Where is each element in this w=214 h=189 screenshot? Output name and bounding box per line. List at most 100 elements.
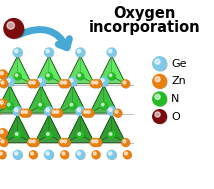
Circle shape (92, 81, 95, 84)
Polygon shape (90, 85, 118, 113)
Circle shape (123, 139, 130, 147)
Circle shape (0, 129, 7, 138)
Circle shape (108, 73, 115, 80)
Circle shape (92, 140, 95, 143)
Circle shape (109, 74, 115, 80)
Circle shape (63, 139, 71, 147)
Polygon shape (90, 85, 104, 113)
Polygon shape (4, 56, 32, 84)
Circle shape (101, 79, 104, 82)
Polygon shape (18, 115, 32, 143)
Circle shape (0, 101, 3, 104)
Circle shape (24, 110, 31, 117)
Circle shape (21, 110, 28, 117)
Circle shape (77, 152, 81, 155)
Text: Ge: Ge (171, 59, 187, 69)
Circle shape (76, 150, 85, 159)
Circle shape (92, 151, 100, 159)
Polygon shape (80, 115, 94, 143)
Circle shape (46, 152, 49, 155)
Polygon shape (112, 115, 126, 143)
Circle shape (28, 139, 36, 146)
Polygon shape (98, 115, 126, 143)
Circle shape (7, 103, 13, 109)
Circle shape (45, 48, 53, 57)
Circle shape (14, 49, 22, 57)
Circle shape (77, 108, 85, 116)
Circle shape (125, 152, 128, 155)
Circle shape (15, 108, 18, 112)
Circle shape (101, 103, 107, 109)
Polygon shape (4, 56, 18, 84)
Circle shape (60, 139, 67, 147)
Circle shape (91, 81, 98, 88)
Circle shape (0, 130, 8, 138)
Circle shape (29, 151, 37, 159)
Polygon shape (4, 115, 18, 143)
Circle shape (155, 77, 160, 82)
Circle shape (47, 133, 49, 135)
Polygon shape (0, 106, 24, 113)
Circle shape (1, 81, 4, 84)
Circle shape (93, 152, 96, 155)
Circle shape (94, 139, 102, 146)
Circle shape (29, 140, 32, 143)
Circle shape (95, 81, 98, 84)
Circle shape (68, 77, 77, 86)
Circle shape (15, 74, 18, 77)
Circle shape (109, 108, 112, 112)
Circle shape (155, 94, 160, 99)
Circle shape (77, 73, 84, 80)
Circle shape (76, 48, 85, 57)
Circle shape (21, 110, 24, 113)
Circle shape (60, 81, 63, 84)
Circle shape (31, 152, 34, 155)
Circle shape (1, 81, 8, 88)
Circle shape (155, 112, 160, 117)
Circle shape (154, 94, 167, 106)
Circle shape (37, 77, 46, 86)
Circle shape (13, 107, 22, 115)
Circle shape (84, 110, 87, 113)
Polygon shape (112, 56, 126, 84)
Polygon shape (98, 115, 112, 143)
Circle shape (30, 152, 37, 159)
Circle shape (0, 80, 7, 88)
Circle shape (154, 76, 167, 89)
Circle shape (69, 102, 76, 109)
Polygon shape (66, 56, 94, 84)
Polygon shape (90, 106, 118, 113)
Circle shape (100, 102, 107, 109)
Circle shape (87, 110, 90, 113)
Circle shape (60, 140, 63, 143)
Circle shape (28, 139, 36, 147)
Circle shape (62, 80, 70, 88)
Circle shape (15, 132, 21, 139)
Circle shape (38, 78, 46, 87)
Circle shape (64, 140, 67, 143)
Circle shape (107, 107, 116, 115)
Circle shape (78, 133, 80, 135)
Circle shape (153, 57, 166, 70)
Circle shape (46, 73, 52, 80)
Polygon shape (0, 85, 10, 113)
Polygon shape (66, 115, 94, 143)
Circle shape (0, 151, 6, 159)
Circle shape (0, 70, 7, 79)
Polygon shape (27, 85, 41, 113)
Circle shape (63, 81, 71, 88)
Circle shape (14, 108, 22, 116)
Circle shape (13, 150, 22, 159)
Circle shape (109, 152, 112, 155)
Circle shape (0, 152, 6, 159)
Circle shape (23, 109, 31, 117)
Circle shape (108, 151, 116, 160)
Circle shape (29, 81, 32, 84)
Circle shape (70, 103, 73, 106)
Circle shape (115, 110, 122, 117)
Circle shape (28, 80, 36, 88)
Circle shape (109, 49, 112, 53)
Circle shape (6, 78, 15, 87)
Polygon shape (0, 85, 24, 113)
Circle shape (77, 49, 85, 57)
